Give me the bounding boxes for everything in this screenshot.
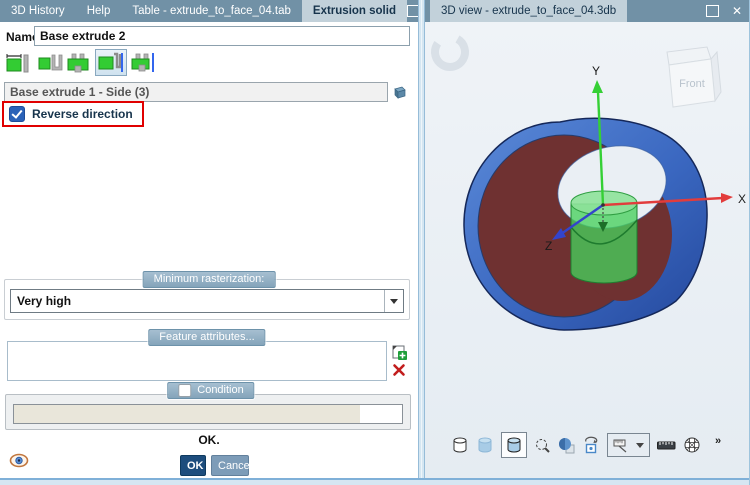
delete-attribute-button[interactable] <box>391 362 406 377</box>
toolbar-overflow-button[interactable]: » <box>709 434 728 448</box>
rasterization-select[interactable]: Very high <box>10 289 404 313</box>
pick-face-button[interactable] <box>391 83 409 101</box>
left-tab-bar: 3D History Help Table - extrude_to_face_… <box>0 0 443 22</box>
ruler-button[interactable] <box>657 437 676 454</box>
wireframe-icon <box>453 437 467 453</box>
x-axis-arrow <box>721 193 733 203</box>
extrude-up-to-part-button[interactable] <box>36 49 66 76</box>
rasterization-label: Minimum rasterization: <box>153 273 265 285</box>
shading-mode-button[interactable] <box>558 437 575 454</box>
extrude-up-to-part-icon <box>38 54 63 70</box>
wireframe-button[interactable] <box>451 436 469 454</box>
extrude-by-distance-icon <box>6 53 29 72</box>
chevron-down-icon <box>390 298 398 304</box>
add-attribute-icon <box>392 345 407 360</box>
condition-input[interactable] <box>13 404 403 424</box>
y-axis-arrow <box>592 80 603 93</box>
zoom-button[interactable] <box>534 437 551 454</box>
3d-scene: Front <box>431 33 746 331</box>
extrude-up-to-face-opposite-icon <box>98 52 123 72</box>
close-icon[interactable]: ✕ <box>731 4 742 18</box>
rotate-button[interactable] <box>582 436 600 454</box>
feature-attributes-badge: Feature attributes... <box>148 329 266 346</box>
shaded-button[interactable] <box>476 436 494 454</box>
extrude-by-distance-button[interactable] <box>3 49 33 76</box>
condition-checkbox[interactable] <box>178 384 192 397</box>
rasterization-dropdown-button[interactable] <box>384 290 403 312</box>
cancel-button[interactable]: Cancel <box>211 455 252 476</box>
chevron-down-icon <box>636 442 644 448</box>
right-tab-bar: 3D view - extrude_to_face_04.3db ✕ <box>425 0 749 22</box>
tab-3d-view[interactable]: 3D view - extrude_to_face_04.3db <box>430 0 628 22</box>
tab-extrusion-solid[interactable]: Extrusion solid <box>301 0 407 22</box>
view-cube-label: Front <box>679 78 705 90</box>
direction-arrow <box>598 222 608 232</box>
extrude-through-all-icon <box>131 52 154 72</box>
measure-button[interactable] <box>607 433 650 457</box>
rotate-icon <box>585 436 598 454</box>
right-window-buttons: ✕ <box>705 0 749 22</box>
ruler-icon <box>657 441 676 449</box>
extrude-through-all-button[interactable] <box>129 49 159 76</box>
delete-attribute-icon <box>392 363 405 376</box>
rotate-hint-icon <box>431 33 469 71</box>
view-cube[interactable]: Front <box>666 46 722 108</box>
axis-triad: X Y Z <box>545 64 746 253</box>
maximize-icon[interactable] <box>705 5 719 17</box>
reference-face-field[interactable]: Base extrude 1 - Side (3) <box>4 82 388 102</box>
reverse-direction-checkbox[interactable] <box>9 106 25 122</box>
shaded-with-edges-icon <box>507 437 521 453</box>
tab-help[interactable]: Help <box>86 5 111 17</box>
zoom-icon <box>536 438 550 453</box>
extrusion-panel: 3D History Help Table - extrude_to_face_… <box>0 0 418 485</box>
condition-input-disabled-area <box>14 405 360 423</box>
name-label: Name: <box>6 30 43 44</box>
mesh-button[interactable] <box>683 436 701 454</box>
extrude-up-to-face-icon <box>67 53 89 72</box>
rasterization-value: Very high <box>17 294 72 308</box>
panel-splitter[interactable] <box>418 0 425 485</box>
window-bottom-border <box>0 478 749 485</box>
x-axis-label: X <box>738 192 746 206</box>
feature-attributes-label: Feature attributes... <box>159 331 255 343</box>
shaded-icon <box>478 437 492 453</box>
extrude-up-to-face-opposite-button[interactable] <box>95 49 127 76</box>
extrude-up-to-face-button[interactable] <box>64 49 94 76</box>
3d-viewport[interactable]: Front <box>425 22 749 478</box>
feature-attributes-input[interactable] <box>7 341 387 381</box>
reverse-direction-label: Reverse direction <box>32 107 133 121</box>
tab-table[interactable]: Table - extrude_to_face_04.tab <box>132 5 291 17</box>
condition-label: Condition <box>197 384 244 396</box>
mesh-icon <box>684 437 700 453</box>
rasterization-badge: Minimum rasterization: <box>142 271 276 288</box>
z-axis-arrow <box>552 228 566 240</box>
shaded-with-edges-button[interactable] <box>501 432 527 458</box>
preview-visibility-button[interactable] <box>8 452 30 469</box>
ok-button[interactable]: OK <box>180 455 206 476</box>
eye-icon <box>9 453 29 468</box>
status-message: OK. <box>198 433 220 447</box>
condition-badge: Condition <box>167 382 255 399</box>
z-axis-label: Z <box>545 239 552 253</box>
shading-mode-icon <box>559 437 575 453</box>
reverse-direction-highlight: Reverse direction <box>2 101 144 127</box>
view-toolbar <box>451 431 701 459</box>
name-input[interactable] <box>34 26 410 46</box>
add-attribute-button[interactable] <box>389 343 408 362</box>
3d-view-panel: 3D view - extrude_to_face_04.3db ✕ <box>425 0 749 485</box>
tab-3d-history[interactable]: 3D History <box>11 5 65 17</box>
measure-icon <box>613 439 627 453</box>
cube-pick-icon <box>394 86 406 99</box>
y-axis-label: Y <box>592 64 600 78</box>
